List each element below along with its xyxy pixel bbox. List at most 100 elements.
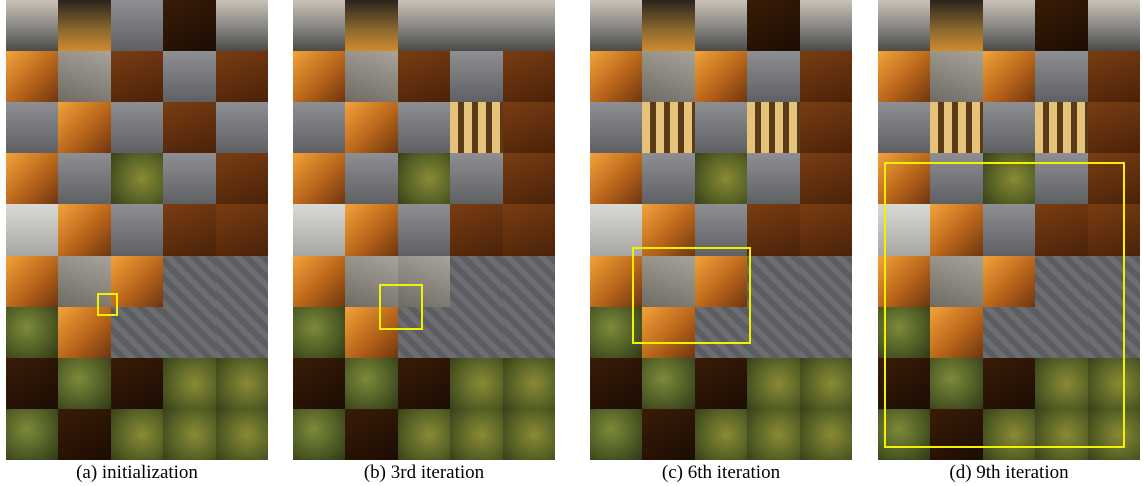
image-tile — [502, 357, 555, 409]
image-tile — [450, 357, 503, 409]
image-tile — [215, 204, 268, 256]
image-tile — [982, 204, 1036, 256]
image-tile — [502, 204, 555, 256]
image-tile — [930, 0, 983, 52]
image-tile — [502, 408, 555, 460]
image-tile — [982, 51, 1036, 103]
image-tile — [450, 306, 503, 358]
tile-grid — [878, 0, 1140, 460]
image-tile — [450, 0, 503, 52]
image-tile — [642, 255, 695, 307]
image-tile — [450, 51, 503, 103]
image-tile — [345, 255, 398, 307]
image-tile — [345, 51, 398, 103]
image-tile — [930, 255, 983, 307]
image-tile — [502, 306, 555, 358]
image-tile — [397, 0, 451, 52]
image-tile — [293, 102, 346, 154]
image-tile — [215, 357, 268, 409]
image-tile — [215, 102, 268, 154]
image-tile — [878, 51, 931, 103]
image-tile — [1035, 306, 1088, 358]
image-tile — [878, 255, 931, 307]
image-tile — [930, 408, 983, 460]
image-tile — [878, 204, 931, 256]
image-tile — [397, 153, 451, 205]
image-tile — [502, 255, 555, 307]
image-tile — [215, 51, 268, 103]
image-tile — [799, 255, 852, 307]
image-tile — [397, 357, 451, 409]
image-tile — [1087, 306, 1140, 358]
image-tile — [930, 306, 983, 358]
image-tile — [694, 153, 748, 205]
image-tile — [6, 255, 59, 307]
image-tile — [450, 102, 503, 154]
image-tile — [397, 204, 451, 256]
image-tile — [163, 255, 216, 307]
image-tile — [110, 102, 164, 154]
image-tile — [345, 153, 398, 205]
image-tile — [215, 153, 268, 205]
highlight-box — [884, 162, 1125, 448]
image-tile — [397, 51, 451, 103]
image-tile — [590, 153, 643, 205]
image-tile — [293, 204, 346, 256]
highlight-box — [97, 293, 118, 316]
image-tile — [982, 0, 1036, 52]
image-tile — [799, 153, 852, 205]
image-tile — [450, 255, 503, 307]
image-tile — [502, 0, 555, 52]
panel-caption: (c) 6th iteration — [661, 462, 781, 483]
image-tile — [1035, 255, 1088, 307]
image-tile — [450, 204, 503, 256]
image-tile — [1035, 153, 1088, 205]
highlight-box — [632, 247, 751, 344]
image-tile — [6, 306, 59, 358]
image-tile — [590, 408, 643, 460]
image-tile — [397, 255, 451, 307]
image-tile — [163, 357, 216, 409]
image-tile — [878, 357, 931, 409]
image-tile — [642, 153, 695, 205]
image-tile — [163, 204, 216, 256]
image-tile — [799, 204, 852, 256]
image-tile — [397, 408, 451, 460]
image-tile — [930, 102, 983, 154]
image-tile — [642, 357, 695, 409]
image-tile — [982, 102, 1036, 154]
image-tile — [694, 0, 748, 52]
image-tile — [747, 204, 800, 256]
panel-caption: (d) 9th iteration — [949, 462, 1069, 483]
image-tile — [215, 255, 268, 307]
image-tile — [1087, 51, 1140, 103]
image-tile — [345, 204, 398, 256]
image-tile — [6, 204, 59, 256]
image-tile — [930, 204, 983, 256]
puzzle-mosaic — [878, 0, 1140, 460]
image-tile — [590, 357, 643, 409]
image-tile — [1087, 255, 1140, 307]
image-tile — [293, 153, 346, 205]
image-tile — [345, 306, 398, 358]
image-tile — [163, 306, 216, 358]
image-tile — [58, 357, 111, 409]
image-tile — [747, 357, 800, 409]
image-tile — [163, 51, 216, 103]
image-tile — [6, 102, 59, 154]
image-tile — [58, 255, 111, 307]
image-tile — [58, 153, 111, 205]
image-tile — [450, 408, 503, 460]
image-tile — [878, 102, 931, 154]
panel-6th-iteration: (c) 6th iteration — [590, 0, 852, 486]
image-tile — [642, 408, 695, 460]
image-tile — [982, 306, 1036, 358]
image-tile — [799, 102, 852, 154]
image-tile — [982, 408, 1036, 460]
panel-3rd-iteration: (b) 3rd iteration — [293, 0, 555, 486]
image-tile — [450, 153, 503, 205]
tile-grid — [293, 0, 555, 460]
image-tile — [58, 0, 111, 52]
panel-initialization: (a) initialization — [6, 0, 268, 486]
image-tile — [1035, 51, 1088, 103]
